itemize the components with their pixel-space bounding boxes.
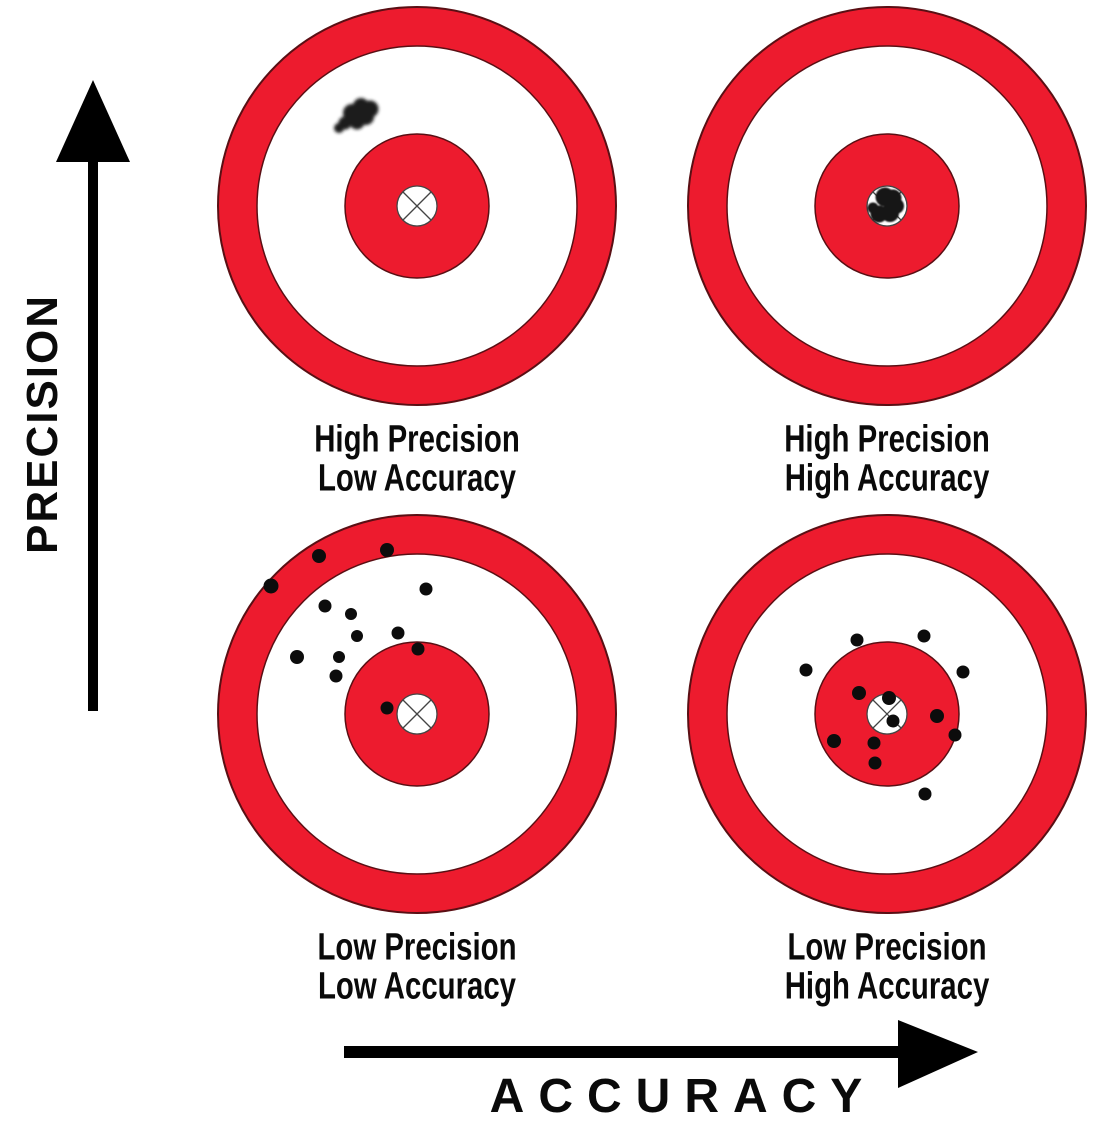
svg-text:Low Accuracy: Low Accuracy: [318, 457, 516, 500]
svg-text:High Precision: High Precision: [784, 418, 990, 461]
svg-text:PRECISION: PRECISION: [18, 294, 67, 554]
svg-text:ACCURACY: ACCURACY: [490, 1070, 877, 1123]
svg-text:High Precision: High Precision: [314, 418, 520, 461]
svg-text:Low Accuracy: Low Accuracy: [318, 965, 516, 1008]
svg-text:Low Precision: Low Precision: [787, 926, 986, 969]
svg-text:Low Precision: Low Precision: [317, 926, 516, 969]
svg-text:High Accuracy: High Accuracy: [785, 457, 990, 500]
svg-text:High Accuracy: High Accuracy: [785, 965, 990, 1008]
